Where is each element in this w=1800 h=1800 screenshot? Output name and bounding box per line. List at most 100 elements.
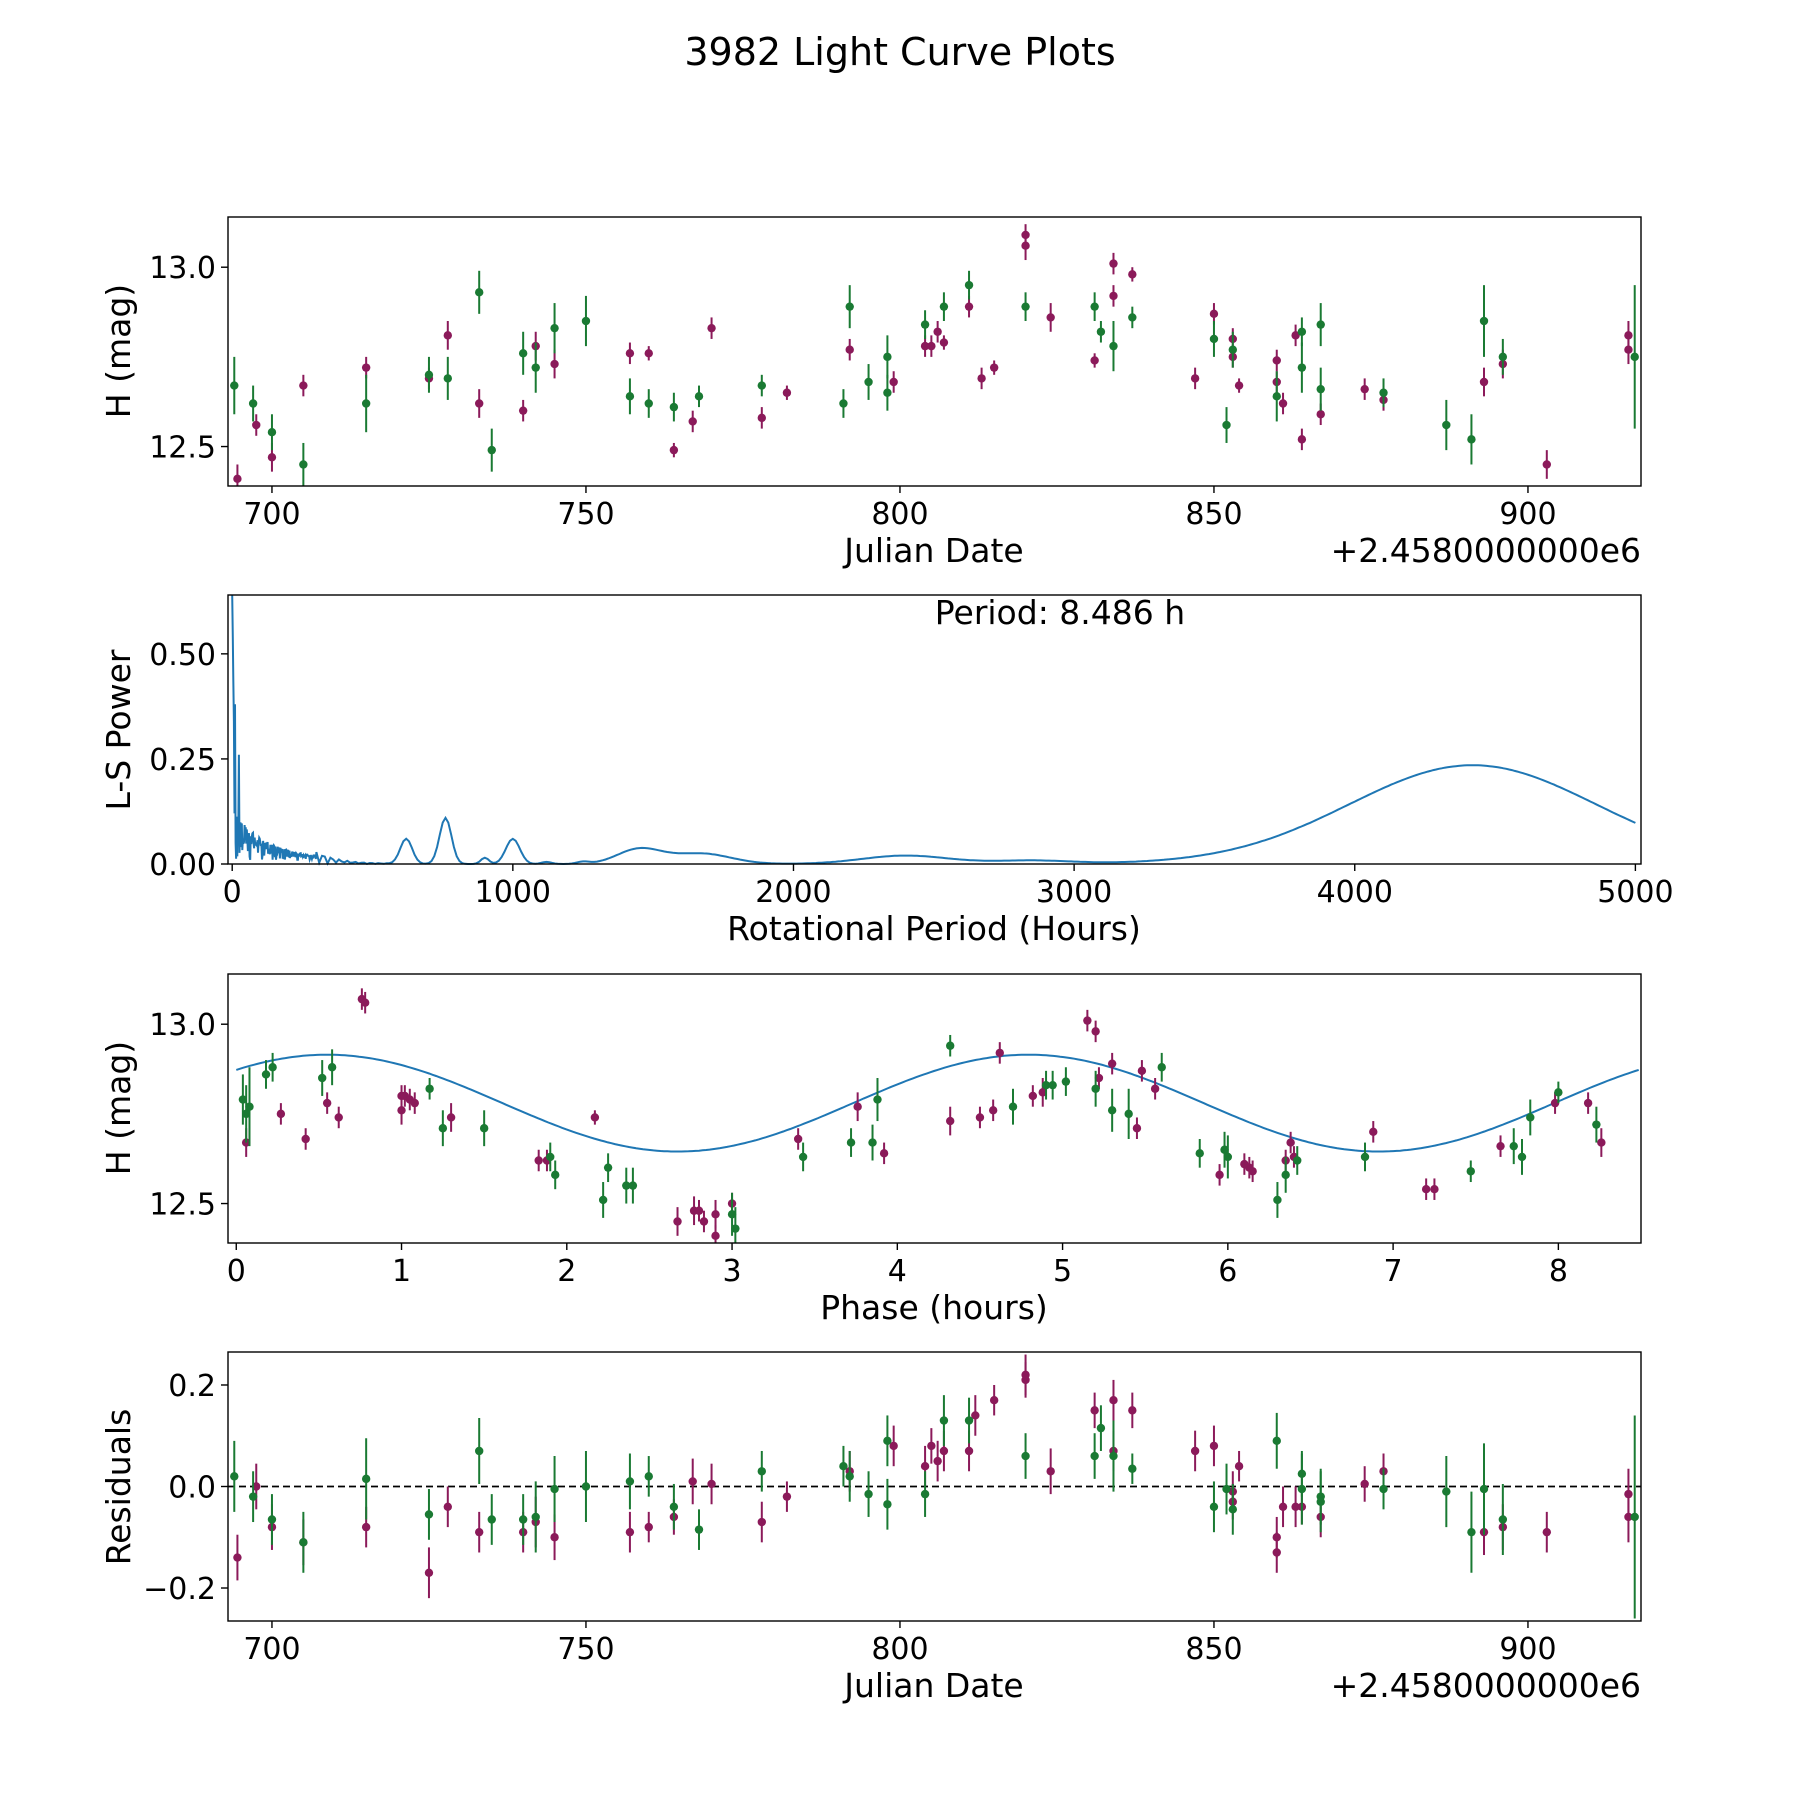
data-point — [410, 1098, 419, 1108]
data-point — [590, 1113, 600, 1122]
data-point — [443, 374, 452, 383]
data-point — [939, 1446, 949, 1456]
data-point — [688, 1477, 697, 1486]
data-point — [669, 1502, 679, 1512]
data-point — [933, 1456, 942, 1466]
data-point — [644, 399, 653, 408]
data-point — [487, 1515, 496, 1524]
xtick-label: 1000 — [475, 875, 551, 910]
data-point — [1041, 1080, 1051, 1090]
data-point — [361, 1474, 371, 1484]
data-point — [1234, 381, 1244, 390]
data-point — [1316, 410, 1325, 419]
data-point — [1096, 1423, 1106, 1433]
data-point — [252, 1482, 261, 1491]
residuals-xlabel: Julian Date — [842, 1666, 1024, 1705]
data-point — [267, 428, 277, 437]
data-point — [1109, 1396, 1118, 1405]
ytick-label: 0.00 — [149, 848, 216, 883]
data-point — [1379, 388, 1388, 397]
data-point — [977, 374, 986, 383]
data-point — [1316, 1497, 1325, 1506]
data-point — [694, 1206, 704, 1215]
data-point — [1597, 1138, 1606, 1147]
data-point — [853, 1102, 862, 1111]
data-point — [920, 341, 930, 351]
data-point — [644, 349, 653, 358]
data-point — [964, 302, 974, 311]
data-point — [1157, 1063, 1166, 1072]
lightcurve-marks — [230, 224, 1639, 486]
data-point — [230, 381, 239, 390]
data-point — [1517, 1152, 1527, 1162]
data-point — [975, 1113, 985, 1122]
data-point — [1128, 270, 1137, 279]
data-point — [1128, 313, 1137, 322]
xtick-label: 5000 — [1597, 875, 1673, 910]
data-point — [889, 377, 898, 387]
lightcurve-frame — [227, 216, 1642, 487]
data-point — [424, 1568, 434, 1577]
data-point — [1442, 420, 1451, 430]
data-point — [1297, 327, 1307, 336]
data-point — [550, 1533, 559, 1542]
data-point — [233, 474, 242, 484]
data-point — [1220, 1145, 1229, 1154]
periodogram-marks — [231, 594, 1636, 866]
data-point — [1624, 1512, 1633, 1522]
data-point — [534, 1156, 543, 1165]
data-point — [1297, 1484, 1307, 1494]
data-point — [245, 1102, 254, 1111]
data-point — [727, 1210, 737, 1219]
data-point — [1190, 1446, 1200, 1456]
data-point — [1223, 1152, 1233, 1162]
ytick-label: 12.5 — [149, 1188, 216, 1223]
data-point — [933, 327, 942, 336]
xtick-label: 0 — [223, 875, 242, 910]
data-point — [1273, 1195, 1282, 1205]
lightcurve-panel: 700 750 800 850 900 13.0 12.5 Julian Date +2.4… — [99, 216, 1642, 570]
data-point — [1021, 241, 1030, 250]
data-point — [1542, 460, 1552, 469]
data-point — [1297, 363, 1307, 372]
data-point — [845, 345, 854, 354]
phased-ylabel: H (mag) — [99, 1041, 138, 1175]
data-point — [424, 370, 434, 380]
data-point — [1096, 327, 1106, 336]
data-point — [883, 388, 892, 397]
xtick-label: 850 — [1185, 1632, 1242, 1667]
data-point — [1592, 1120, 1601, 1129]
data-point — [267, 1515, 277, 1524]
data-point — [989, 363, 999, 372]
data-point — [782, 1492, 792, 1501]
data-point — [964, 1446, 974, 1456]
data-point — [757, 1517, 766, 1527]
data-point — [1209, 334, 1219, 344]
data-point — [334, 1113, 343, 1122]
data-point — [531, 363, 540, 372]
data-point — [1498, 1515, 1508, 1524]
phased-marks — [236, 988, 1639, 1243]
data-point — [1137, 1066, 1147, 1076]
data-point — [581, 1482, 591, 1491]
data-point — [361, 399, 371, 408]
data-point — [927, 341, 936, 351]
data-point — [625, 392, 635, 401]
data-point — [475, 1527, 484, 1537]
data-point — [1090, 1451, 1099, 1461]
data-point — [550, 359, 559, 369]
data-point — [1248, 1167, 1257, 1176]
data-point — [1234, 1461, 1244, 1471]
data-point — [1222, 1484, 1231, 1494]
data-point — [1128, 1406, 1137, 1415]
ytick-label: 0.2 — [168, 1369, 216, 1404]
data-point — [475, 399, 484, 408]
residuals-offset-label: +2.4580000000e6 — [1331, 1666, 1641, 1705]
data-point — [518, 349, 528, 358]
data-point — [1297, 435, 1307, 444]
data-point — [276, 1109, 286, 1119]
data-point — [360, 998, 370, 1007]
data-point — [230, 1472, 239, 1481]
data-point — [1479, 1484, 1489, 1494]
data-point — [1021, 302, 1030, 311]
